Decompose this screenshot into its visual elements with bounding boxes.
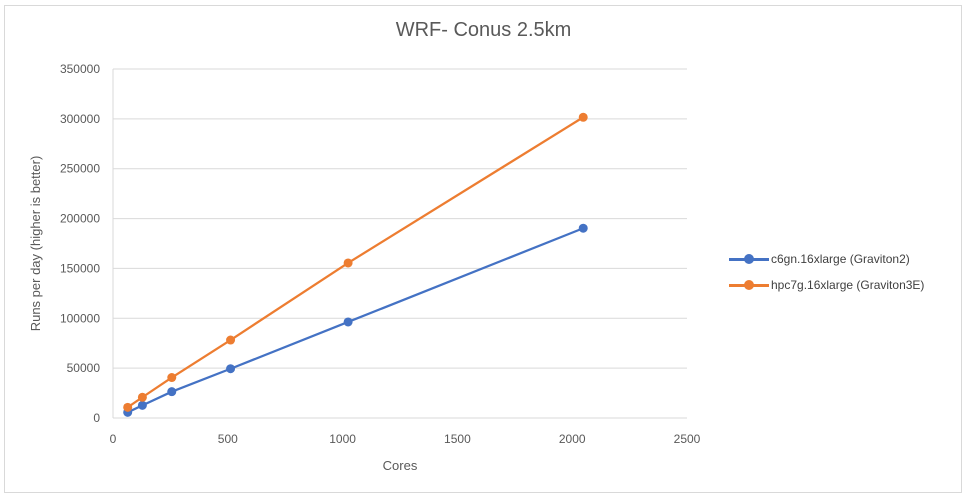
series-0 — [123, 223, 588, 417]
data-point — [167, 387, 177, 397]
data-point — [343, 317, 353, 327]
data-point — [343, 258, 353, 268]
data-point — [137, 400, 147, 410]
data-point — [578, 223, 588, 233]
x-tick-label: 500 — [218, 432, 238, 446]
x-tick-label: 1500 — [444, 432, 471, 446]
series-line — [127, 116, 584, 409]
data-point — [167, 373, 177, 383]
legend-marker-icon — [729, 253, 769, 265]
y-tick-label: 100000 — [60, 311, 100, 325]
x-tick-label: 2500 — [674, 432, 701, 446]
data-point — [226, 364, 236, 374]
data-point — [226, 335, 236, 345]
y-tick-label: 350000 — [60, 62, 100, 76]
y-tick-label: 250000 — [60, 162, 100, 176]
data-point — [578, 112, 588, 122]
chart-title-text: WRF- Conus 2.5km — [395, 19, 572, 41]
x-tick-label: 2000 — [559, 432, 586, 446]
x-tick-label: 1000 — [329, 432, 356, 446]
y-tick-label: 50000 — [67, 361, 101, 375]
data-point — [123, 402, 133, 412]
legend-item-hpc7g: hpc7g.16xlarge (Graviton3E) — [729, 274, 924, 296]
legend-label: c6gn.16xlarge (Graviton2) — [771, 252, 910, 266]
chart-title: WRF- Conus 2.5km — [0, 19, 967, 42]
x-tick-label: 0 — [110, 432, 117, 446]
y-tick-label: 0 — [93, 411, 100, 425]
data-point — [137, 392, 147, 402]
y-tick-label: 150000 — [60, 261, 100, 275]
y-axis-label: Runs per day (higher is better) — [28, 156, 43, 332]
legend: c6gn.16xlarge (Graviton2) hpc7g.16xlarge… — [729, 248, 924, 300]
series-line — [127, 227, 584, 414]
legend-marker-icon — [729, 279, 769, 291]
legend-item-c6gn: c6gn.16xlarge (Graviton2) — [729, 248, 924, 270]
series-1 — [123, 112, 588, 412]
y-tick-label: 300000 — [60, 112, 100, 126]
legend-label: hpc7g.16xlarge (Graviton3E) — [771, 278, 925, 292]
y-tick-label: 200000 — [60, 212, 100, 226]
chart-frame — [4, 5, 962, 493]
x-axis-label: Cores — [383, 458, 418, 473]
